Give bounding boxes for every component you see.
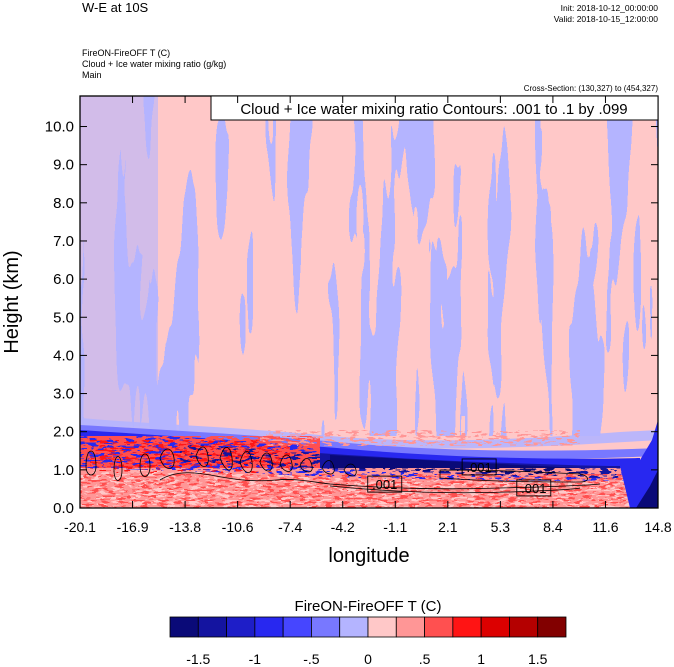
colorbar-swatch-13 xyxy=(537,616,567,638)
x-tick-label-9: 8.4 xyxy=(543,519,563,535)
x-axis-title: longitude xyxy=(328,545,409,567)
contour-label-group: .001 .001 .001 xyxy=(367,458,552,497)
colorbar-swatch-3 xyxy=(254,616,284,638)
contour-info-text: Cloud + Ice water mixing ratio Contours:… xyxy=(240,101,627,118)
field-line-mixing-ratio: Cloud + Ice water mixing ratio (g/kg) xyxy=(82,59,227,69)
field-line-domain: Main xyxy=(82,70,102,80)
y-tick-label-7: 7.0 xyxy=(53,233,74,250)
colorbar-label-4: .5 xyxy=(419,651,431,667)
y-tick-label-1: 1.0 xyxy=(53,462,74,479)
field-line-temperature: FireON-FireOFF T (C) xyxy=(82,48,171,58)
x-tick-label-3: -10.6 xyxy=(222,519,254,535)
mixing-ratio-contours xyxy=(85,446,601,494)
contour-label-1: .001 xyxy=(372,477,397,492)
x-tick-label-4: -7.4 xyxy=(278,519,302,535)
x-tick-label-0: -20.1 xyxy=(64,519,96,535)
colorbar-swatch-7 xyxy=(367,616,397,638)
colorbar-swatch-1 xyxy=(197,616,227,638)
y-tick-label-4: 4.0 xyxy=(53,347,74,364)
colorbar-label-6: 1.5 xyxy=(528,651,548,667)
colorbar-swatch-6 xyxy=(339,616,369,638)
cross-section-info: Cross-Section: (130,327) to (454,327) xyxy=(523,84,658,93)
temperature-difference-field: .001 .001 .001 xyxy=(80,96,658,508)
y-tick-label-0: 0.0 xyxy=(53,500,74,517)
x-axis: -20.1 -16.9 -13.8 -10.6 -7.4 -4.2 -1.1 2.1 5.3 8.… xyxy=(64,96,672,535)
y-tick-label-3: 3.0 xyxy=(53,386,74,403)
contour-info-box: Cloud + Ice water mixing ratio Contours:… xyxy=(210,95,659,121)
colorbar-label-3: 0 xyxy=(364,651,372,667)
y-tick-label-8: 8.0 xyxy=(53,195,74,212)
y-axis: 0.0 1.0 2.0 3.0 4.0 5.0 6.0 7.0 8.0 9.0 10.0 xyxy=(45,119,658,517)
colorbar-swatch-4 xyxy=(282,616,312,638)
init-time: Init: 2018-10-12_00:00:00 xyxy=(560,3,658,13)
plot-title: W-E at 10S xyxy=(82,0,149,15)
x-tick-label-1: -16.9 xyxy=(117,519,149,535)
contour-label-box-0 xyxy=(461,458,497,476)
colorbar-swatch-11 xyxy=(480,616,510,638)
colorbar-label-5: 1 xyxy=(477,651,485,667)
colorbar-swatch-9 xyxy=(424,616,454,638)
colorbar-swatch-10 xyxy=(452,616,482,638)
contour-label-box-1 xyxy=(367,475,403,493)
colorbar: -1.5 -1 -.5 0 .5 1 1.5 xyxy=(169,616,567,667)
colorbar-swatch-5 xyxy=(311,616,341,638)
x-tick-label-7: 2.1 xyxy=(438,519,458,535)
colorbar-label-1: -1 xyxy=(249,651,262,667)
colorbar-swatch-12 xyxy=(509,616,539,638)
y-tick-label-6: 6.0 xyxy=(53,271,74,288)
contour-label-2: .001 xyxy=(521,481,546,496)
x-tick-label-11: 14.8 xyxy=(644,519,671,535)
colorbar-label-0: -1.5 xyxy=(186,651,210,667)
x-tick-label-8: 5.3 xyxy=(491,519,511,535)
colorbar-swatch-0 xyxy=(169,616,199,638)
y-tick-label-9: 9.0 xyxy=(53,157,74,174)
colorbar-label-2: -.5 xyxy=(303,651,320,667)
x-tick-label-5: -4.2 xyxy=(331,519,355,535)
contour-label-0: .001 xyxy=(466,460,491,475)
x-tick-label-2: -13.8 xyxy=(169,519,201,535)
y-tick-label-2: 2.0 xyxy=(53,424,74,441)
y-tick-label-10: 10.0 xyxy=(45,119,74,136)
x-tick-label-6: -1.1 xyxy=(383,519,407,535)
y-tick-label-5: 5.0 xyxy=(53,309,74,326)
colorbar-title: FireON-FireOFF T (C) xyxy=(295,598,442,615)
valid-time: Valid: 2018-10-15_12:00:00 xyxy=(553,14,658,24)
colorbar-swatch-2 xyxy=(226,616,256,638)
x-tick-label-10: 11.6 xyxy=(592,519,618,535)
contour-label-box-2 xyxy=(516,479,552,497)
colorbar-swatch-8 xyxy=(395,616,425,638)
y-axis-title: Height (km) xyxy=(1,250,23,353)
